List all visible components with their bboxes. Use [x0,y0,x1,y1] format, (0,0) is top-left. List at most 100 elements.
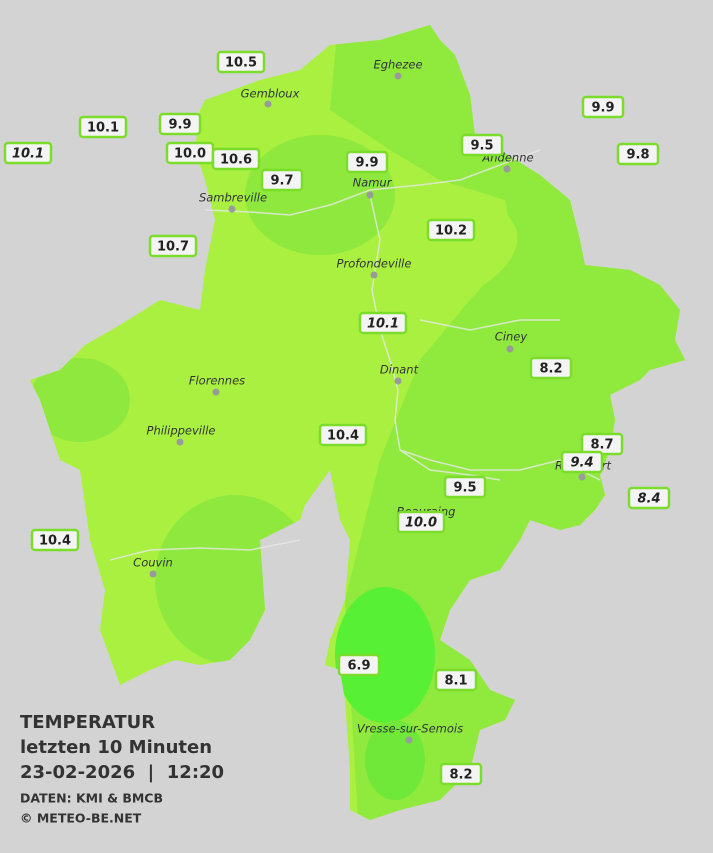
station-value: 9.9 [591,101,614,116]
station-value: 9.8 [626,148,649,163]
station-value: 10.4 [327,429,359,444]
station-value: 8.4 [637,492,660,507]
station: 10.5 [216,50,266,74]
station: 8.2 [529,356,573,380]
station: 9.7 [260,168,304,192]
station: 10.0 [396,510,446,534]
station-box [158,112,202,136]
station: 6.9 [337,653,381,677]
station: 10.4 [30,528,80,552]
city-dot [506,345,514,353]
station: 10.1 [78,115,128,139]
station-value: 8.1 [444,674,467,689]
zone-mild [30,358,130,442]
river [109,539,301,561]
station: 9.5 [460,133,504,157]
river [204,149,541,216]
city-label: Namur [353,176,393,190]
station-value: 10.7 [157,240,189,255]
station-box [443,475,487,499]
station-box [78,115,128,139]
city-dot [370,271,378,279]
legend-title: TEMPERATUR [20,712,155,733]
station-box [581,95,625,119]
city-dot [176,438,184,446]
city-dot [228,205,236,213]
station: 8.4 [627,486,671,510]
legend-datetime: 23-02-2026 | 12:20 [20,762,224,783]
city-dot [366,191,374,199]
station: 9.9 [158,112,202,136]
station: 9.5 [443,475,487,499]
city-label: Philippeville [147,424,216,438]
station-value: 9.7 [270,174,293,189]
station: 10.0 [165,141,215,165]
station-value: 10.2 [435,224,467,239]
city-dot [149,570,157,578]
station-box [439,762,483,786]
station-box [337,653,381,677]
city-label: Gembloux [241,87,300,101]
zone-warm [343,193,518,460]
city-label: Couvin [133,556,173,570]
station-box [426,218,476,242]
city-dot [405,736,413,744]
station-box [358,311,408,335]
station-value: 10.1 [367,317,399,332]
stations: 10.5 10.1 9.9 10.1 10.0 10.6 9.7 9.9 9.5 9.9 9.8 10… [3,50,671,786]
station-value: 9.5 [453,481,476,496]
legend: TEMPERATUR letzten 10 Minuten 23-02-2026… [20,712,224,826]
city-label: Eghezee [373,58,422,72]
station-value: 6.9 [347,659,370,674]
legend-copyright: © METEO-BE.NET [20,811,142,826]
city-dot [394,377,402,385]
station-value: 8.2 [539,362,562,377]
legend-period: letzten 10 Minuten [20,737,212,758]
city-label: Ciney [495,330,528,344]
station-value: 10.6 [220,153,252,168]
station: 9.9 [345,150,389,174]
station-value: 10.0 [405,516,437,531]
station-box [529,356,573,380]
zone-cold [335,587,435,723]
city-label: Dinant [380,363,419,377]
station-value: 9.9 [168,118,191,133]
city-dot [394,72,402,80]
city-dot [212,388,220,396]
station-box [148,234,198,258]
river [419,319,560,331]
station-box [3,141,53,165]
station-box [434,668,478,692]
station: 8.2 [439,762,483,786]
station: 10.1 [358,311,408,335]
station: 10.4 [318,423,368,447]
station-box [396,510,446,534]
station-box [345,150,389,174]
station: 10.2 [426,218,476,242]
station-box [560,450,604,474]
station-box [616,142,660,166]
station: 8.1 [434,668,478,692]
station-box [216,50,266,74]
station-value: 8.2 [449,768,472,783]
station: 10.1 [3,141,53,165]
station-box [627,486,671,510]
city-dot [503,165,511,173]
station-value: 10.4 [39,534,71,549]
station: 9.8 [616,142,660,166]
station: 9.4 [560,450,604,474]
city-label: Vresse-sur-Semois [357,722,463,736]
legend-source: DATEN: KMI & BMCB [20,791,163,806]
station-value: 10.5 [225,56,257,71]
city-label: Sambreville [199,191,267,205]
city-label: Profondeville [337,257,412,271]
station-value: 9.4 [570,456,593,471]
station-value: 10.1 [12,147,44,162]
station: 10.6 [211,147,261,171]
station: 9.9 [581,95,625,119]
city-label: Florennes [189,374,245,388]
station-value: 10.1 [87,121,119,136]
station-box [211,147,261,171]
